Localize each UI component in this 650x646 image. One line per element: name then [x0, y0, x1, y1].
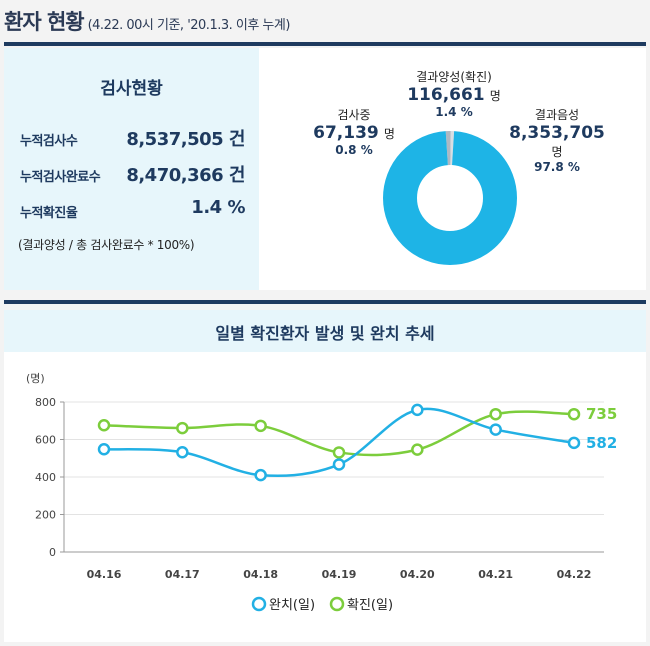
y-tick-label: 200 — [35, 509, 56, 522]
x-tick-label: 04.16 — [87, 568, 122, 581]
section-divider — [4, 300, 646, 304]
data-point — [97, 419, 111, 432]
trend-chart-title: 일별 확진환자 발생 및 완치 추세 — [215, 324, 435, 343]
trend-chart-title-band — [4, 310, 646, 352]
x-tick-label: 04.22 — [557, 568, 592, 581]
page-title: 환자 현황 (4.22. 00시 기준, '20.1.3. 이후 누계) — [4, 10, 291, 34]
donut-panel: 검사중 67,139 명 0.8 % 결과양성(확진) 116,661 명 1.… — [259, 48, 646, 290]
x-tick-label: 04.18 — [243, 568, 278, 581]
donut-label-testing: 검사중 67,139 명 0.8 % — [313, 108, 395, 157]
data-point — [489, 423, 502, 436]
positive-rate-value: 1.4 % — [191, 197, 245, 218]
data-point — [176, 421, 189, 435]
line-chart: (명) 0 200 400 600 800 04.16 04.17 04.18 04.19 04.2… — [26, 372, 617, 613]
data-point — [567, 407, 581, 421]
x-tick-label: 04.20 — [400, 568, 435, 581]
data-point — [254, 468, 267, 482]
y-axis-label: (명) — [26, 372, 45, 385]
data-point — [332, 458, 346, 471]
header-divider — [4, 42, 646, 46]
y-tick-label: 400 — [35, 471, 56, 484]
data-point — [176, 446, 189, 459]
data-point — [489, 407, 502, 421]
x-tick-label: 04.19 — [322, 568, 357, 581]
y-tick-label: 0 — [49, 546, 56, 559]
donut-slice-positive — [383, 131, 517, 265]
legend-label-1: 확진(일) — [347, 598, 393, 613]
test-status-title: 검사현황 — [100, 79, 163, 99]
legend-marker-0 — [251, 596, 267, 612]
legend-label-0: 완치(일) — [269, 598, 315, 613]
cumulative-tests-value: 8,537,505 건 — [126, 129, 245, 150]
data-point — [97, 443, 111, 456]
trend-chart-panel: 일별 확진환자 발생 및 완치 추세 (명) 0 200 400 600 800 04.16… — [4, 310, 646, 642]
x-tick-label: 04.21 — [478, 568, 513, 581]
completed-tests-label: 누적검사완료수 — [20, 170, 101, 185]
end-label-1: 735 — [586, 405, 617, 423]
donut-label-positive: 결과양성(확진) 116,661 명 1.4 % — [407, 70, 501, 119]
y-tick-label: 800 — [35, 396, 56, 409]
data-point — [332, 446, 346, 459]
end-label-0: 582 — [586, 434, 617, 452]
cumulative-tests-label: 누적검사수 — [20, 134, 78, 149]
page-header: 환자 현황 (4.22. 00시 기준, '20.1.3. 이후 누계) — [0, 0, 650, 42]
completed-tests-value: 8,470,366 건 — [126, 165, 245, 186]
donut-chart — [383, 131, 517, 265]
positive-rate-label: 누적확진율 — [20, 206, 78, 221]
x-tick-label: 04.17 — [165, 568, 200, 581]
page-subtitle: (4.22. 00시 기준, '20.1.3. 이후 누계) — [87, 18, 291, 33]
donut-label-negative: 결과음성 8,353,705 명 97.8 % — [509, 108, 605, 174]
donut-slice-negative — [383, 131, 517, 265]
data-point — [567, 436, 581, 450]
data-point — [411, 443, 424, 456]
positive-rate-note: (결과양성 / 총 검사완료수 * 100%) — [18, 238, 195, 252]
legend-marker-1 — [329, 596, 345, 612]
y-tick-label: 600 — [35, 434, 56, 447]
data-point — [411, 403, 424, 417]
test-status-panel: 검사현황 누적검사수 8,537,505 건 누적검사완료수 8,470,366… — [4, 48, 259, 290]
data-point — [254, 419, 267, 433]
